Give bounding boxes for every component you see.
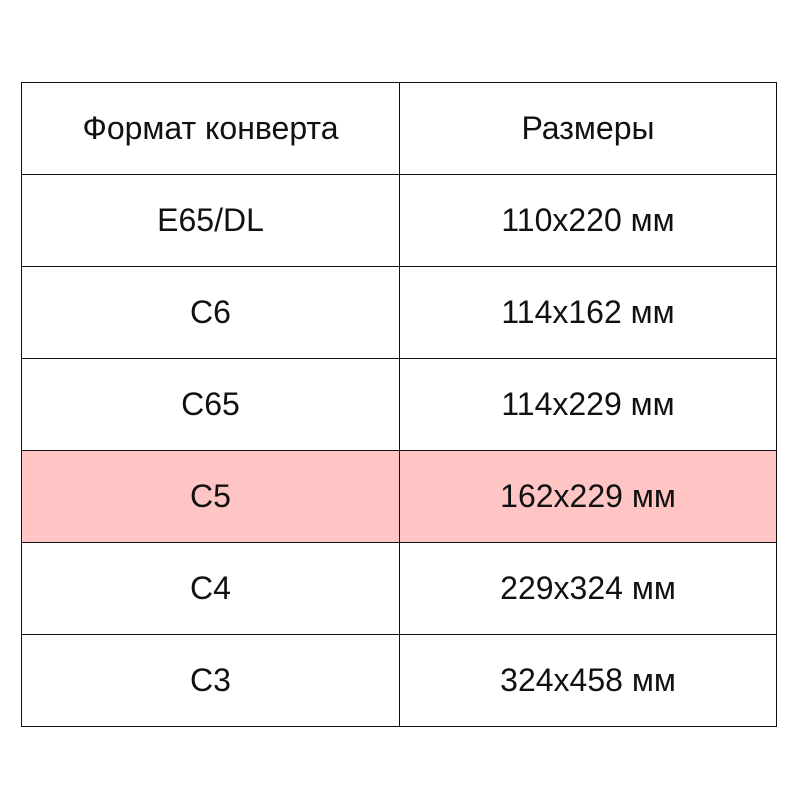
table-row: C4 229x324 мм [21,542,777,635]
table-row: C5 162x229 мм [21,450,777,543]
envelope-formats-table: Формат конверта Размеры E65/DL 110x220 мм… [21,82,777,727]
size-cell: 114x162 мм [399,266,777,359]
format-cell: C65 [21,358,400,451]
format-cell: C6 [21,266,400,359]
format-cell: C4 [21,542,400,635]
table-row: E65/DL 110x220 мм [21,174,777,267]
table-row: C3 324x458 мм [21,634,777,727]
size-cell: 110x220 мм [399,174,777,267]
size-cell: 114x229 мм [399,358,777,451]
size-cell: 229x324 мм [399,542,777,635]
header-row: Формат конверта Размеры [21,82,777,175]
size-cell: 162x229 мм [399,450,777,543]
header-size: Размеры [399,82,777,175]
format-cell: E65/DL [21,174,400,267]
format-cell: C5 [21,450,400,543]
table-row: C6 114x162 мм [21,266,777,359]
table-row: C65 114x229 мм [21,358,777,451]
header-format: Формат конверта [21,82,400,175]
size-cell: 324x458 мм [399,634,777,727]
format-cell: C3 [21,634,400,727]
